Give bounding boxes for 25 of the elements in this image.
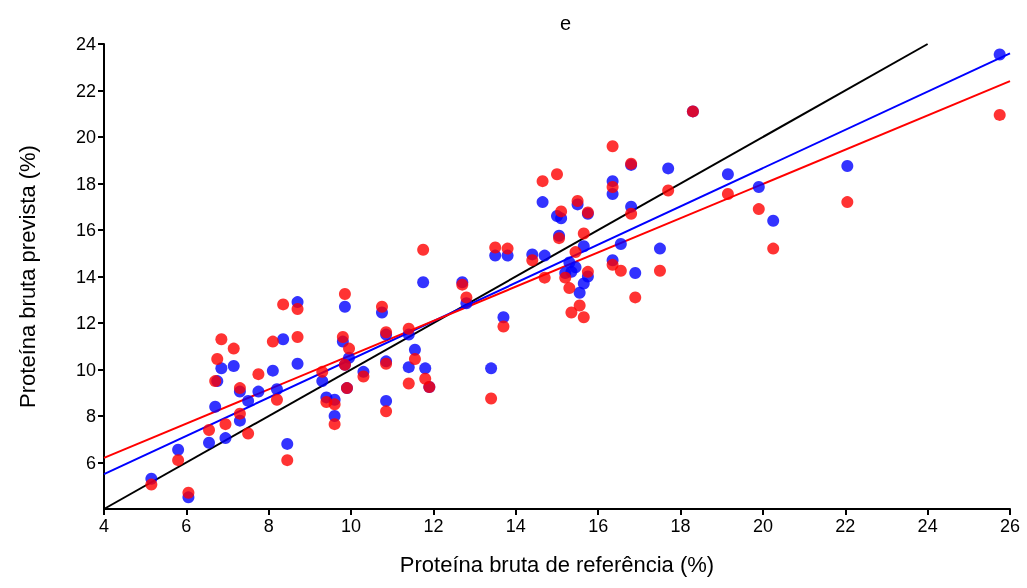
x-tick-label: 12: [423, 516, 444, 536]
y-tick-label: 10: [75, 359, 96, 380]
y-tick-label: 20: [75, 127, 96, 147]
x-tick-label: 8: [263, 516, 274, 536]
chart-title: e: [560, 12, 572, 34]
x-tick-label: 6: [181, 516, 192, 536]
x-tick-label: 10: [341, 516, 362, 536]
x-tick-label: 24: [917, 516, 938, 536]
y-tick-label: 12: [75, 313, 96, 333]
y-axis-title: Proteína bruta prevista (%): [14, 145, 40, 408]
y-tick-label: 14: [75, 266, 96, 287]
x-tick-label: 26: [999, 516, 1021, 536]
y-tick-label: 8: [85, 406, 96, 426]
x-tick-label: 22: [835, 516, 856, 536]
y-tick-label: 24: [75, 34, 96, 54]
x-tick-label: 14: [505, 516, 526, 536]
x-tick-label: 16: [588, 516, 609, 536]
y-tick-label: 22: [75, 80, 96, 101]
x-tick-label: 18: [670, 516, 691, 536]
x-axis-title: Proteína bruta de referência (%): [399, 551, 715, 577]
y-tick-label: 18: [75, 173, 96, 194]
y-tick-label: 6: [85, 452, 96, 473]
x-tick-label: 20: [752, 516, 773, 536]
y-tick-label: 16: [75, 220, 96, 240]
x-tick-label: 4: [98, 516, 110, 536]
